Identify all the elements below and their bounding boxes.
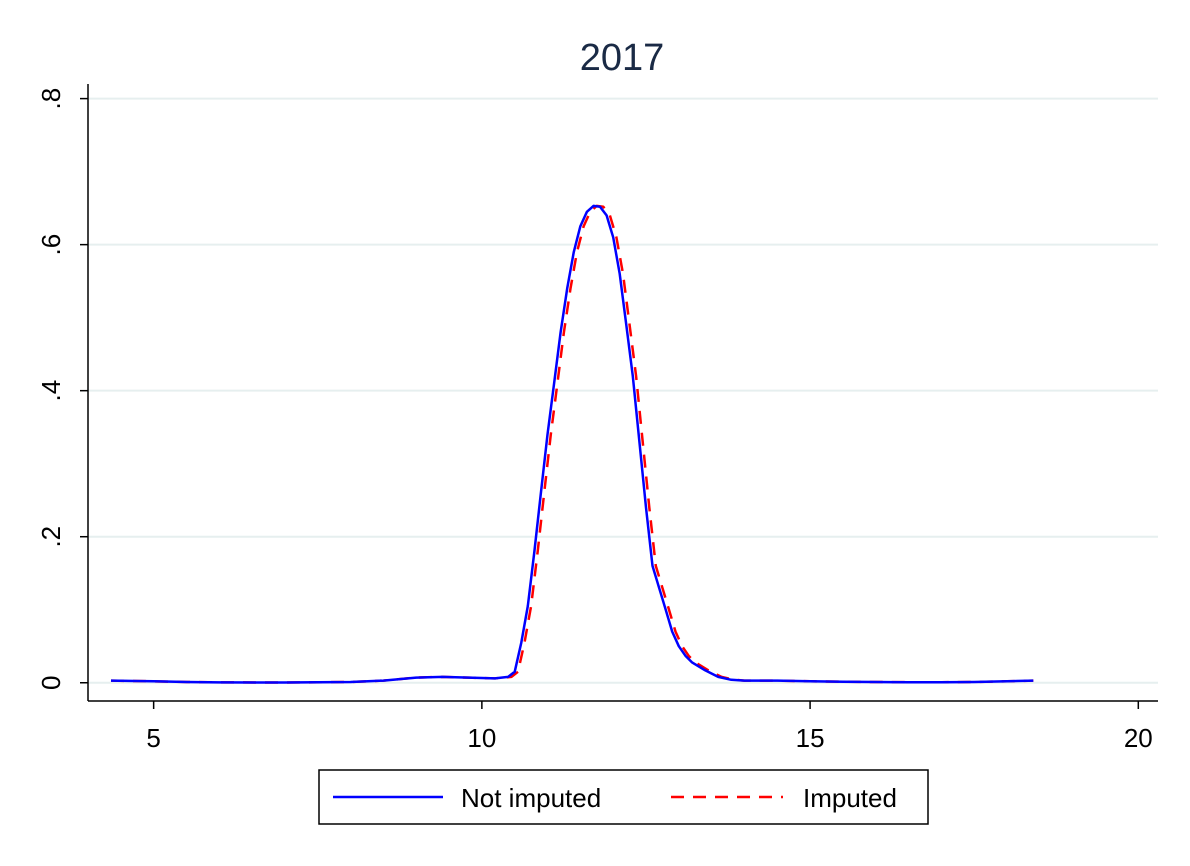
series-line-imputed [110, 204, 1034, 684]
y-tick-label: .6 [36, 234, 66, 256]
grid-lines [88, 97, 1158, 684]
y-tick-label: 0 [36, 676, 66, 690]
legend-label-imputed: Imputed [803, 783, 897, 813]
series-line-not-imputed [110, 204, 1034, 684]
x-tick-label: 20 [1124, 723, 1153, 753]
chart-title: 2017 [580, 37, 665, 79]
axes [87, 84, 1158, 702]
ticks: 0 .2 .4 .6 .8 5 10 15 20 [36, 88, 1153, 753]
x-tick-label: 5 [146, 723, 160, 753]
x-tick-label: 15 [796, 723, 825, 753]
series-lines [110, 204, 1034, 684]
y-tick-label: .8 [36, 88, 66, 110]
legend: Not imputed Imputed [318, 769, 929, 825]
legend-label-not-imputed: Not imputed [461, 783, 601, 813]
y-tick-label: .4 [36, 380, 66, 402]
x-tick-label: 10 [467, 723, 496, 753]
y-tick-label: .2 [36, 526, 66, 548]
